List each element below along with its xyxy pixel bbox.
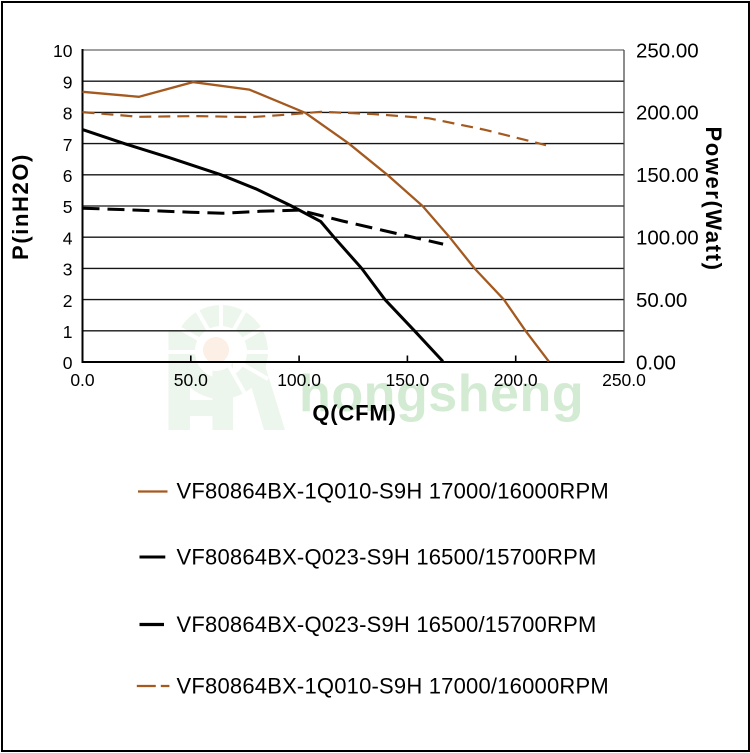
- svg-text:2: 2: [63, 291, 73, 311]
- svg-text:VF80864BX-Q023-S9H 16500/15700: VF80864BX-Q023-S9H 16500/15700RPM: [177, 545, 597, 570]
- svg-text:100.0: 100.0: [277, 370, 321, 390]
- svg-text:4: 4: [63, 228, 73, 248]
- svg-text:Q(CFM): Q(CFM): [312, 401, 396, 426]
- svg-text:100.00: 100.00: [636, 227, 699, 250]
- svg-text:0.00: 0.00: [636, 351, 676, 374]
- svg-text:0.0: 0.0: [70, 370, 95, 390]
- svg-text:150.00: 150.00: [636, 164, 699, 187]
- svg-text:VF80864BX-1Q010-S9H 17000/1600: VF80864BX-1Q010-S9H 17000/16000RPM: [177, 479, 609, 504]
- svg-text:8: 8: [63, 104, 73, 124]
- svg-text:P(inH2O): P(inH2O): [8, 153, 33, 260]
- svg-text:7: 7: [63, 135, 73, 155]
- svg-text:3: 3: [63, 260, 73, 280]
- svg-text:VF80864BX-1Q010-S9H 17000/1600: VF80864BX-1Q010-S9H 17000/16000RPM: [177, 674, 609, 699]
- svg-text:9: 9: [63, 72, 73, 92]
- svg-text:50.0: 50.0: [174, 370, 208, 390]
- svg-text:1: 1: [63, 322, 73, 342]
- svg-text:hongsheng: hongsheng: [299, 365, 584, 423]
- svg-text:200.00: 200.00: [636, 102, 699, 125]
- svg-text:10: 10: [53, 41, 73, 61]
- svg-text:150.0: 150.0: [386, 370, 430, 390]
- svg-text:50.00: 50.00: [636, 289, 687, 312]
- svg-text:250.0: 250.0: [602, 370, 646, 390]
- svg-text:5: 5: [63, 197, 73, 217]
- svg-text:VF80864BX-Q023-S9H 16500/15700: VF80864BX-Q023-S9H 16500/15700RPM: [177, 612, 597, 637]
- svg-text:250.00: 250.00: [636, 39, 699, 62]
- svg-text:200.0: 200.0: [494, 370, 538, 390]
- svg-text:6: 6: [63, 166, 73, 186]
- svg-text:0: 0: [63, 353, 73, 373]
- svg-text:Power(Watt): Power(Watt): [701, 126, 726, 271]
